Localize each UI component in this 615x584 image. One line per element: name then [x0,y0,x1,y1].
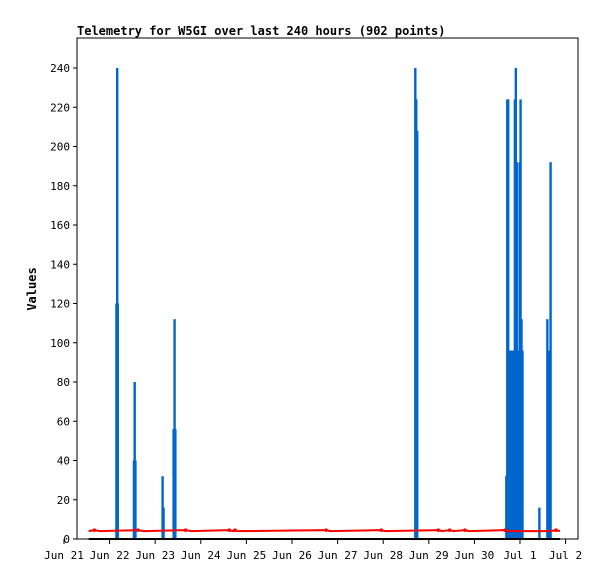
y-tick-label: 240 [50,62,70,75]
y-axis: 0 20 40 60 80 100 120 140 160 180 200 220 240 [50,62,77,546]
data-point [183,528,188,532]
data-bar [162,507,165,539]
y-tick-label: 220 [50,101,70,114]
data-point [554,528,558,532]
y-tick-label: 180 [50,180,70,193]
data-bar [515,162,518,539]
x-tick-label: Jun 27 [318,549,358,562]
x-tick-label: Jun 24 [181,549,221,562]
y-tick-label: 120 [50,298,70,311]
data-point [447,528,452,532]
data-bar [134,460,137,539]
x-axis: Jun 21 Jun 22 Jun 23 Jun 24 Jun 25 Jun 26 Jun … [44,539,582,562]
y-axis-label: Values [25,267,39,310]
data-bar [174,429,177,539]
plot-area [76,37,579,540]
data-bar [116,303,119,539]
chart-title: Telemetry for W5GI over last 240 hours (… [77,24,445,38]
data-point [324,528,329,532]
data-bar [507,99,510,540]
series-line [88,529,561,533]
data-bar [549,162,552,539]
data-bar [546,319,549,539]
x-tick-label: Jul 2 [549,549,582,562]
y-tick-label: 60 [57,415,70,428]
data-point [92,528,97,532]
series-lines [88,528,561,540]
x-tick-label: Jun 21 [44,549,84,562]
series-bars [115,68,552,540]
data-point [136,528,140,532]
x-tick-label: Jul 1 [503,549,536,562]
x-tick-label: Jun 29 [409,549,449,562]
y-tick-label: 140 [50,258,70,271]
data-point [503,528,507,532]
x-tick-label: Jun 28 [363,549,403,562]
y-tick-label: 40 [57,455,70,468]
data-point [233,528,237,532]
x-tick-label: Jun 23 [135,549,175,562]
data-bar [521,350,524,539]
y-tick-label: 0 [63,533,70,546]
y-tick-label: 200 [50,141,70,154]
x-tick-label: Jun 22 [90,549,130,562]
data-point [436,528,441,532]
y-tick-label: 100 [50,337,70,350]
data-point [379,528,384,532]
x-tick-label: Jun 30 [455,549,495,562]
x-tick-label: Jun 26 [272,549,312,562]
data-point [227,528,232,532]
data-bar [538,507,541,539]
y-tick-label: 160 [50,219,70,232]
data-point [463,528,467,532]
y-tick-label: 20 [57,494,70,507]
x-tick-label: Jun 25 [227,549,267,562]
y-tick-label: 80 [57,376,70,389]
data-bar [416,130,419,540]
